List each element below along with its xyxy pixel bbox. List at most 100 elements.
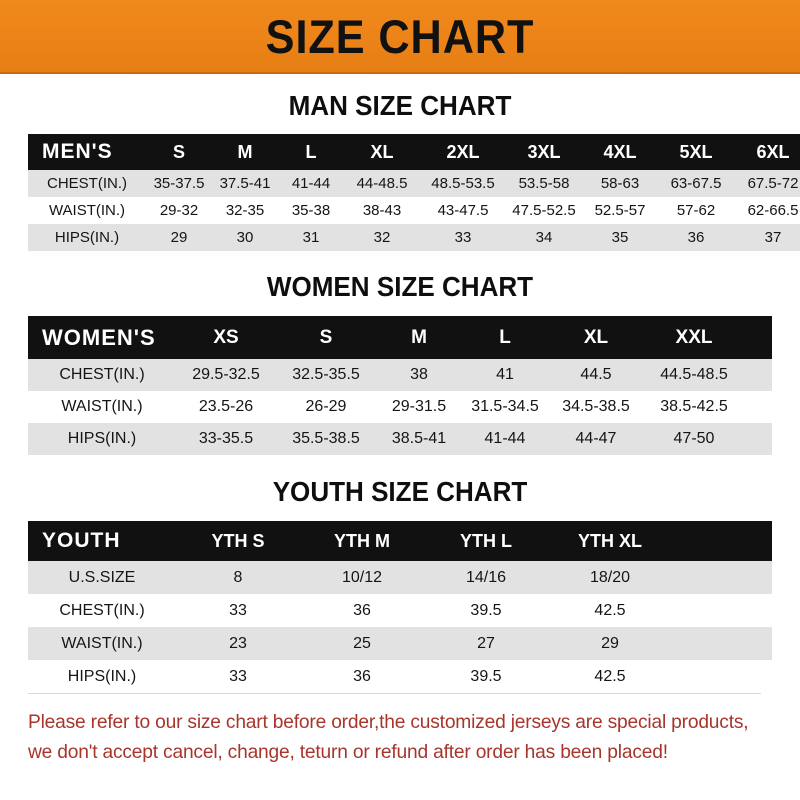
women-waist-xxl: 38.5-42.5 bbox=[660, 398, 728, 415]
women-header-spacer bbox=[744, 316, 772, 359]
women-hips-m: 38.5-41 bbox=[391, 430, 447, 447]
man-header-size-6xl: 6XL bbox=[756, 141, 790, 162]
women-header-size-xl: XL bbox=[583, 326, 609, 348]
table-row: CHEST(IN.) 29.5-32.5 32.5-35.5 38 41 44.… bbox=[28, 359, 772, 391]
women-header-size-xxl: XXL bbox=[675, 326, 713, 348]
man-waist-4xl: 52.5-57 bbox=[594, 202, 646, 219]
page-banner: SIZE CHART bbox=[0, 0, 800, 74]
man-header-size-l: L bbox=[305, 141, 317, 162]
youth-chest-yth-m: 36 bbox=[353, 601, 371, 619]
youth-section-title: YOUTH SIZE CHART bbox=[272, 476, 528, 507]
man-table-wrapper: MEN'S S M L XL 2XL 3XL 4XL 5XL 6XL CHEST… bbox=[28, 134, 800, 251]
women-header-label: WOMEN'S bbox=[42, 324, 156, 350]
man-header-size-s: S bbox=[172, 141, 185, 162]
youth-table-wrapper: YOUTH YTH S YTH M YTH L YTH XL U.S.SIZE … bbox=[28, 521, 772, 693]
youth-header-spacer bbox=[672, 521, 772, 561]
man-waist-s: 29-32 bbox=[159, 202, 199, 219]
order-policy-line-1: Please refer to our size chart before or… bbox=[28, 711, 749, 733]
table-row: HIPS(IN.) 33-35.5 35.5-38.5 38.5-41 41-4… bbox=[28, 423, 772, 455]
women-section-title: WOMEN SIZE CHART bbox=[266, 271, 534, 302]
page-title: SIZE CHART bbox=[265, 9, 535, 63]
man-hips-m: 30 bbox=[236, 229, 254, 246]
women-waist-l: 31.5-34.5 bbox=[471, 398, 539, 415]
women-row-chest-label: CHEST(IN.) bbox=[59, 366, 145, 383]
man-chest-6xl: 67.5-72 bbox=[747, 175, 799, 192]
man-waist-6xl: 62-66.5 bbox=[747, 202, 799, 219]
women-row-waist-label: WAIST(IN.) bbox=[61, 398, 143, 415]
women-chest-xs: 29.5-32.5 bbox=[192, 366, 260, 383]
man-chest-5xl: 63-67.5 bbox=[670, 175, 722, 192]
women-header-size-s: S bbox=[319, 326, 333, 348]
women-chest-xl: 44.5 bbox=[580, 366, 612, 383]
women-hips-xs: 33-35.5 bbox=[198, 430, 254, 447]
man-header-label: MEN'S bbox=[42, 140, 113, 163]
man-hips-5xl: 36 bbox=[687, 229, 705, 246]
order-policy-line-2: we don't accept cancel, change, teturn o… bbox=[28, 741, 668, 764]
youth-hips-yth-s: 33 bbox=[229, 667, 247, 685]
man-waist-3xl: 47.5-52.5 bbox=[512, 202, 576, 219]
youth-ussize-spacer bbox=[672, 561, 772, 594]
man-chest-s: 35-37.5 bbox=[153, 175, 205, 192]
man-hips-6xl: 37 bbox=[764, 229, 782, 246]
women-chest-m: 38 bbox=[410, 366, 428, 383]
man-table-header-row: MEN'S S M L XL 2XL 3XL 4XL 5XL 6XL bbox=[28, 134, 800, 170]
youth-table-header-row: YOUTH YTH S YTH M YTH L YTH XL bbox=[28, 521, 772, 561]
table-row: HIPS(IN.) 33 36 39.5 42.5 bbox=[28, 660, 772, 693]
women-hips-l: 41-44 bbox=[484, 430, 526, 447]
man-row-hips-label: HIPS(IN.) bbox=[54, 229, 120, 246]
youth-ussize-yth-l: 14/16 bbox=[465, 568, 507, 586]
youth-hips-spacer bbox=[672, 660, 772, 693]
man-row-chest-label: CHEST(IN.) bbox=[47, 175, 127, 192]
man-chest-3xl: 53.5-58 bbox=[518, 175, 570, 192]
youth-chest-yth-xl: 42.5 bbox=[594, 601, 626, 619]
women-header-size-l: L bbox=[499, 326, 511, 348]
man-header-size-4xl: 4XL bbox=[603, 141, 637, 162]
women-chest-s: 32.5-35.5 bbox=[292, 366, 360, 383]
women-waist-xs: 23.5-26 bbox=[198, 398, 254, 415]
women-waist-spacer bbox=[744, 391, 772, 423]
youth-header-size-yth-xl: YTH XL bbox=[577, 530, 642, 551]
table-row: WAIST(IN.) 29-32 32-35 35-38 38-43 43-47… bbox=[28, 197, 800, 224]
youth-row-chest-label: CHEST(IN.) bbox=[59, 601, 145, 619]
man-chest-4xl: 58-63 bbox=[600, 175, 640, 192]
man-header-size-m: M bbox=[237, 141, 253, 162]
order-policy-note: Please refer to our size chart before or… bbox=[28, 693, 761, 767]
women-hips-xxl: 47-50 bbox=[673, 430, 715, 447]
youth-chest-yth-l: 39.5 bbox=[470, 601, 502, 619]
man-row-waist-label: WAIST(IN.) bbox=[48, 202, 126, 219]
youth-ussize-yth-s: 8 bbox=[233, 568, 243, 586]
man-section-title: MAN SIZE CHART bbox=[288, 90, 512, 121]
man-chest-2xl: 48.5-53.5 bbox=[431, 175, 495, 192]
women-hips-s: 35.5-38.5 bbox=[292, 430, 360, 447]
table-row: U.S.SIZE 8 10/12 14/16 18/20 bbox=[28, 561, 772, 594]
youth-header-size-yth-s: YTH S bbox=[211, 530, 265, 551]
youth-row-ussize-label: U.S.SIZE bbox=[68, 568, 136, 586]
women-chest-l: 41 bbox=[496, 366, 514, 383]
youth-hips-yth-m: 36 bbox=[353, 667, 371, 685]
man-hips-2xl: 33 bbox=[454, 229, 472, 246]
youth-waist-yth-l: 27 bbox=[477, 634, 495, 652]
youth-waist-yth-m: 25 bbox=[353, 634, 371, 652]
youth-waist-yth-xl: 29 bbox=[601, 634, 619, 652]
man-chest-l: 41-44 bbox=[291, 175, 331, 192]
table-row: WAIST(IN.) 23.5-26 26-29 29-31.5 31.5-34… bbox=[28, 391, 772, 423]
youth-waist-spacer bbox=[672, 627, 772, 660]
women-table-wrapper: WOMEN'S XS S M L XL XXL CHEST(IN.) 29.5-… bbox=[28, 316, 772, 455]
man-chest-m: 37.5-41 bbox=[219, 175, 271, 192]
women-row-hips-label: HIPS(IN.) bbox=[67, 430, 137, 447]
youth-hips-yth-xl: 42.5 bbox=[594, 667, 626, 685]
women-waist-m: 29-31.5 bbox=[391, 398, 447, 415]
women-hips-spacer bbox=[744, 423, 772, 455]
women-header-size-m: M bbox=[411, 326, 427, 348]
table-row: WAIST(IN.) 23 25 27 29 bbox=[28, 627, 772, 660]
table-row: CHEST(IN.) 33 36 39.5 42.5 bbox=[28, 594, 772, 627]
youth-size-table: YOUTH YTH S YTH M YTH L YTH XL U.S.SIZE … bbox=[28, 521, 772, 693]
women-waist-s: 26-29 bbox=[305, 398, 347, 415]
man-waist-xl: 38-43 bbox=[362, 202, 402, 219]
women-header-size-xs: XS bbox=[213, 326, 239, 348]
youth-ussize-yth-xl: 18/20 bbox=[589, 568, 631, 586]
youth-header-size-yth-m: YTH M bbox=[334, 530, 390, 551]
women-chest-spacer bbox=[744, 359, 772, 391]
women-chest-xxl: 44.5-48.5 bbox=[660, 366, 728, 383]
